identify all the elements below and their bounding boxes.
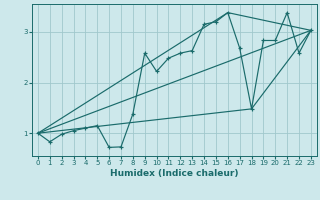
X-axis label: Humidex (Indice chaleur): Humidex (Indice chaleur): [110, 169, 239, 178]
